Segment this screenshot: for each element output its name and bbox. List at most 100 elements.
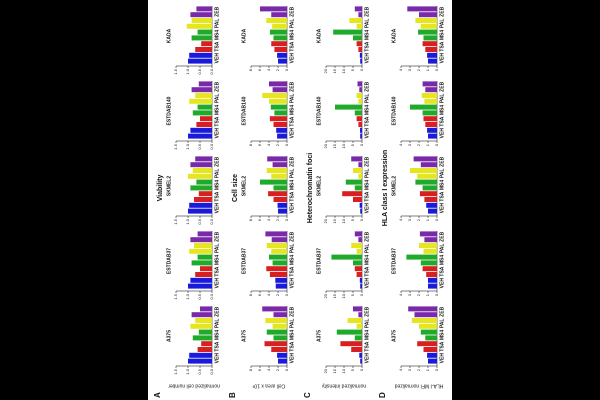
bar [190, 162, 213, 168]
y-tick-label: 0 [284, 68, 289, 71]
x-tick-label: PAL [289, 19, 295, 29]
y-tick-label: 0 [284, 143, 289, 146]
bar [195, 156, 212, 162]
x-tick-label: PAL [289, 244, 295, 254]
x-tick-label: TSA [214, 341, 220, 351]
y-tick-label: 10 [341, 368, 346, 373]
bar [410, 104, 437, 110]
bar [277, 133, 287, 139]
x-tick-label: PAL [439, 169, 445, 179]
bar [423, 35, 437, 41]
bar [198, 329, 212, 335]
x-tick-label: MS4 [364, 105, 370, 116]
y-axis-title: normalized cell number [168, 383, 220, 389]
bar [359, 87, 363, 93]
y-tick-label: 1.5 [173, 143, 178, 149]
y-tick-label: 1 [425, 218, 430, 221]
bar [188, 283, 212, 289]
panel-title: A375 [391, 330, 397, 342]
bar [275, 283, 287, 289]
y-tick-label: 0.0 [209, 218, 214, 224]
y-tick-label: 3 [407, 368, 412, 371]
y-tick-label: 3 [407, 68, 412, 71]
bar [358, 12, 362, 18]
x-tick-label: MS4 [439, 30, 445, 41]
bar [420, 162, 437, 168]
x-tick-label: VEH [214, 128, 220, 139]
y-tick-label: 15 [332, 68, 337, 73]
panel-title: SKMEL2 [316, 176, 322, 197]
y-tick-label: 1.5 [173, 293, 178, 299]
x-tick-label: TSA [364, 116, 370, 126]
bar [191, 312, 212, 318]
y-tick-label: 15 [332, 143, 337, 148]
bar [277, 352, 287, 358]
x-tick-label: ZEB [289, 231, 295, 241]
bar [333, 29, 362, 35]
bar [189, 352, 212, 358]
bar [195, 272, 212, 277]
bar [192, 335, 212, 341]
bar [194, 197, 212, 202]
bar [269, 29, 288, 35]
bar [358, 162, 362, 168]
bar [426, 272, 438, 277]
x-tick-label: VEH [214, 53, 220, 64]
y-tick-label: 6 [257, 368, 262, 371]
x-tick-label: VEH [439, 353, 445, 364]
bar [340, 341, 362, 347]
bar [410, 168, 437, 173]
y-tick-label: 0 [434, 143, 439, 146]
bar [422, 41, 438, 47]
x-tick-label: VEH [214, 278, 220, 289]
bar [360, 127, 363, 133]
y-tick-label: 8 [248, 68, 253, 71]
bar [422, 110, 438, 116]
y-tick-label: 0.0 [209, 293, 214, 299]
y-tick-label: 20 [323, 368, 328, 373]
y-tick-label: 6 [257, 143, 262, 146]
x-tick-label: VEH [364, 203, 370, 214]
y-tick-label: 2 [275, 368, 280, 371]
bar [271, 12, 287, 18]
x-tick-label: TSA [289, 341, 295, 351]
bar [422, 81, 438, 87]
x-tick-label: VEH [439, 128, 445, 139]
bar [278, 58, 287, 64]
bar [354, 185, 363, 191]
x-tick-label: PAL [364, 19, 370, 29]
y-tick-label: 4 [266, 368, 271, 371]
x-tick-label: VEH [289, 353, 295, 364]
bar [189, 202, 212, 208]
x-tick-label: PAL [439, 19, 445, 29]
x-tick-label: VEH [439, 53, 445, 64]
bar [197, 29, 212, 35]
y-tick-label: 1.5 [173, 368, 178, 374]
bar [356, 323, 363, 329]
bar [426, 202, 438, 208]
bar [358, 312, 362, 318]
panel-title: ESTDAB140 [241, 96, 247, 125]
bar [273, 312, 287, 318]
bar [360, 208, 362, 214]
x-tick-label: PAL [439, 94, 445, 104]
bar [188, 173, 212, 179]
y-tick-label: 2 [275, 218, 280, 221]
bar [414, 312, 437, 318]
x-tick-label: MS4 [289, 105, 295, 116]
bar [359, 202, 363, 208]
bar [269, 116, 288, 122]
y-tick-label: 4 [398, 68, 403, 71]
bar [427, 52, 438, 58]
y-tick-label: 2 [275, 143, 280, 146]
panel-title: A375 [316, 330, 322, 342]
y-tick-label: 5 [350, 218, 355, 221]
y-tick-label: 6 [257, 293, 262, 296]
x-tick-label: PAL [214, 169, 220, 179]
bar [188, 58, 212, 64]
bar [358, 98, 362, 104]
x-tick-label: MS4 [214, 105, 220, 116]
panel-title: ESTDAB140 [316, 96, 322, 125]
bar [200, 116, 212, 122]
